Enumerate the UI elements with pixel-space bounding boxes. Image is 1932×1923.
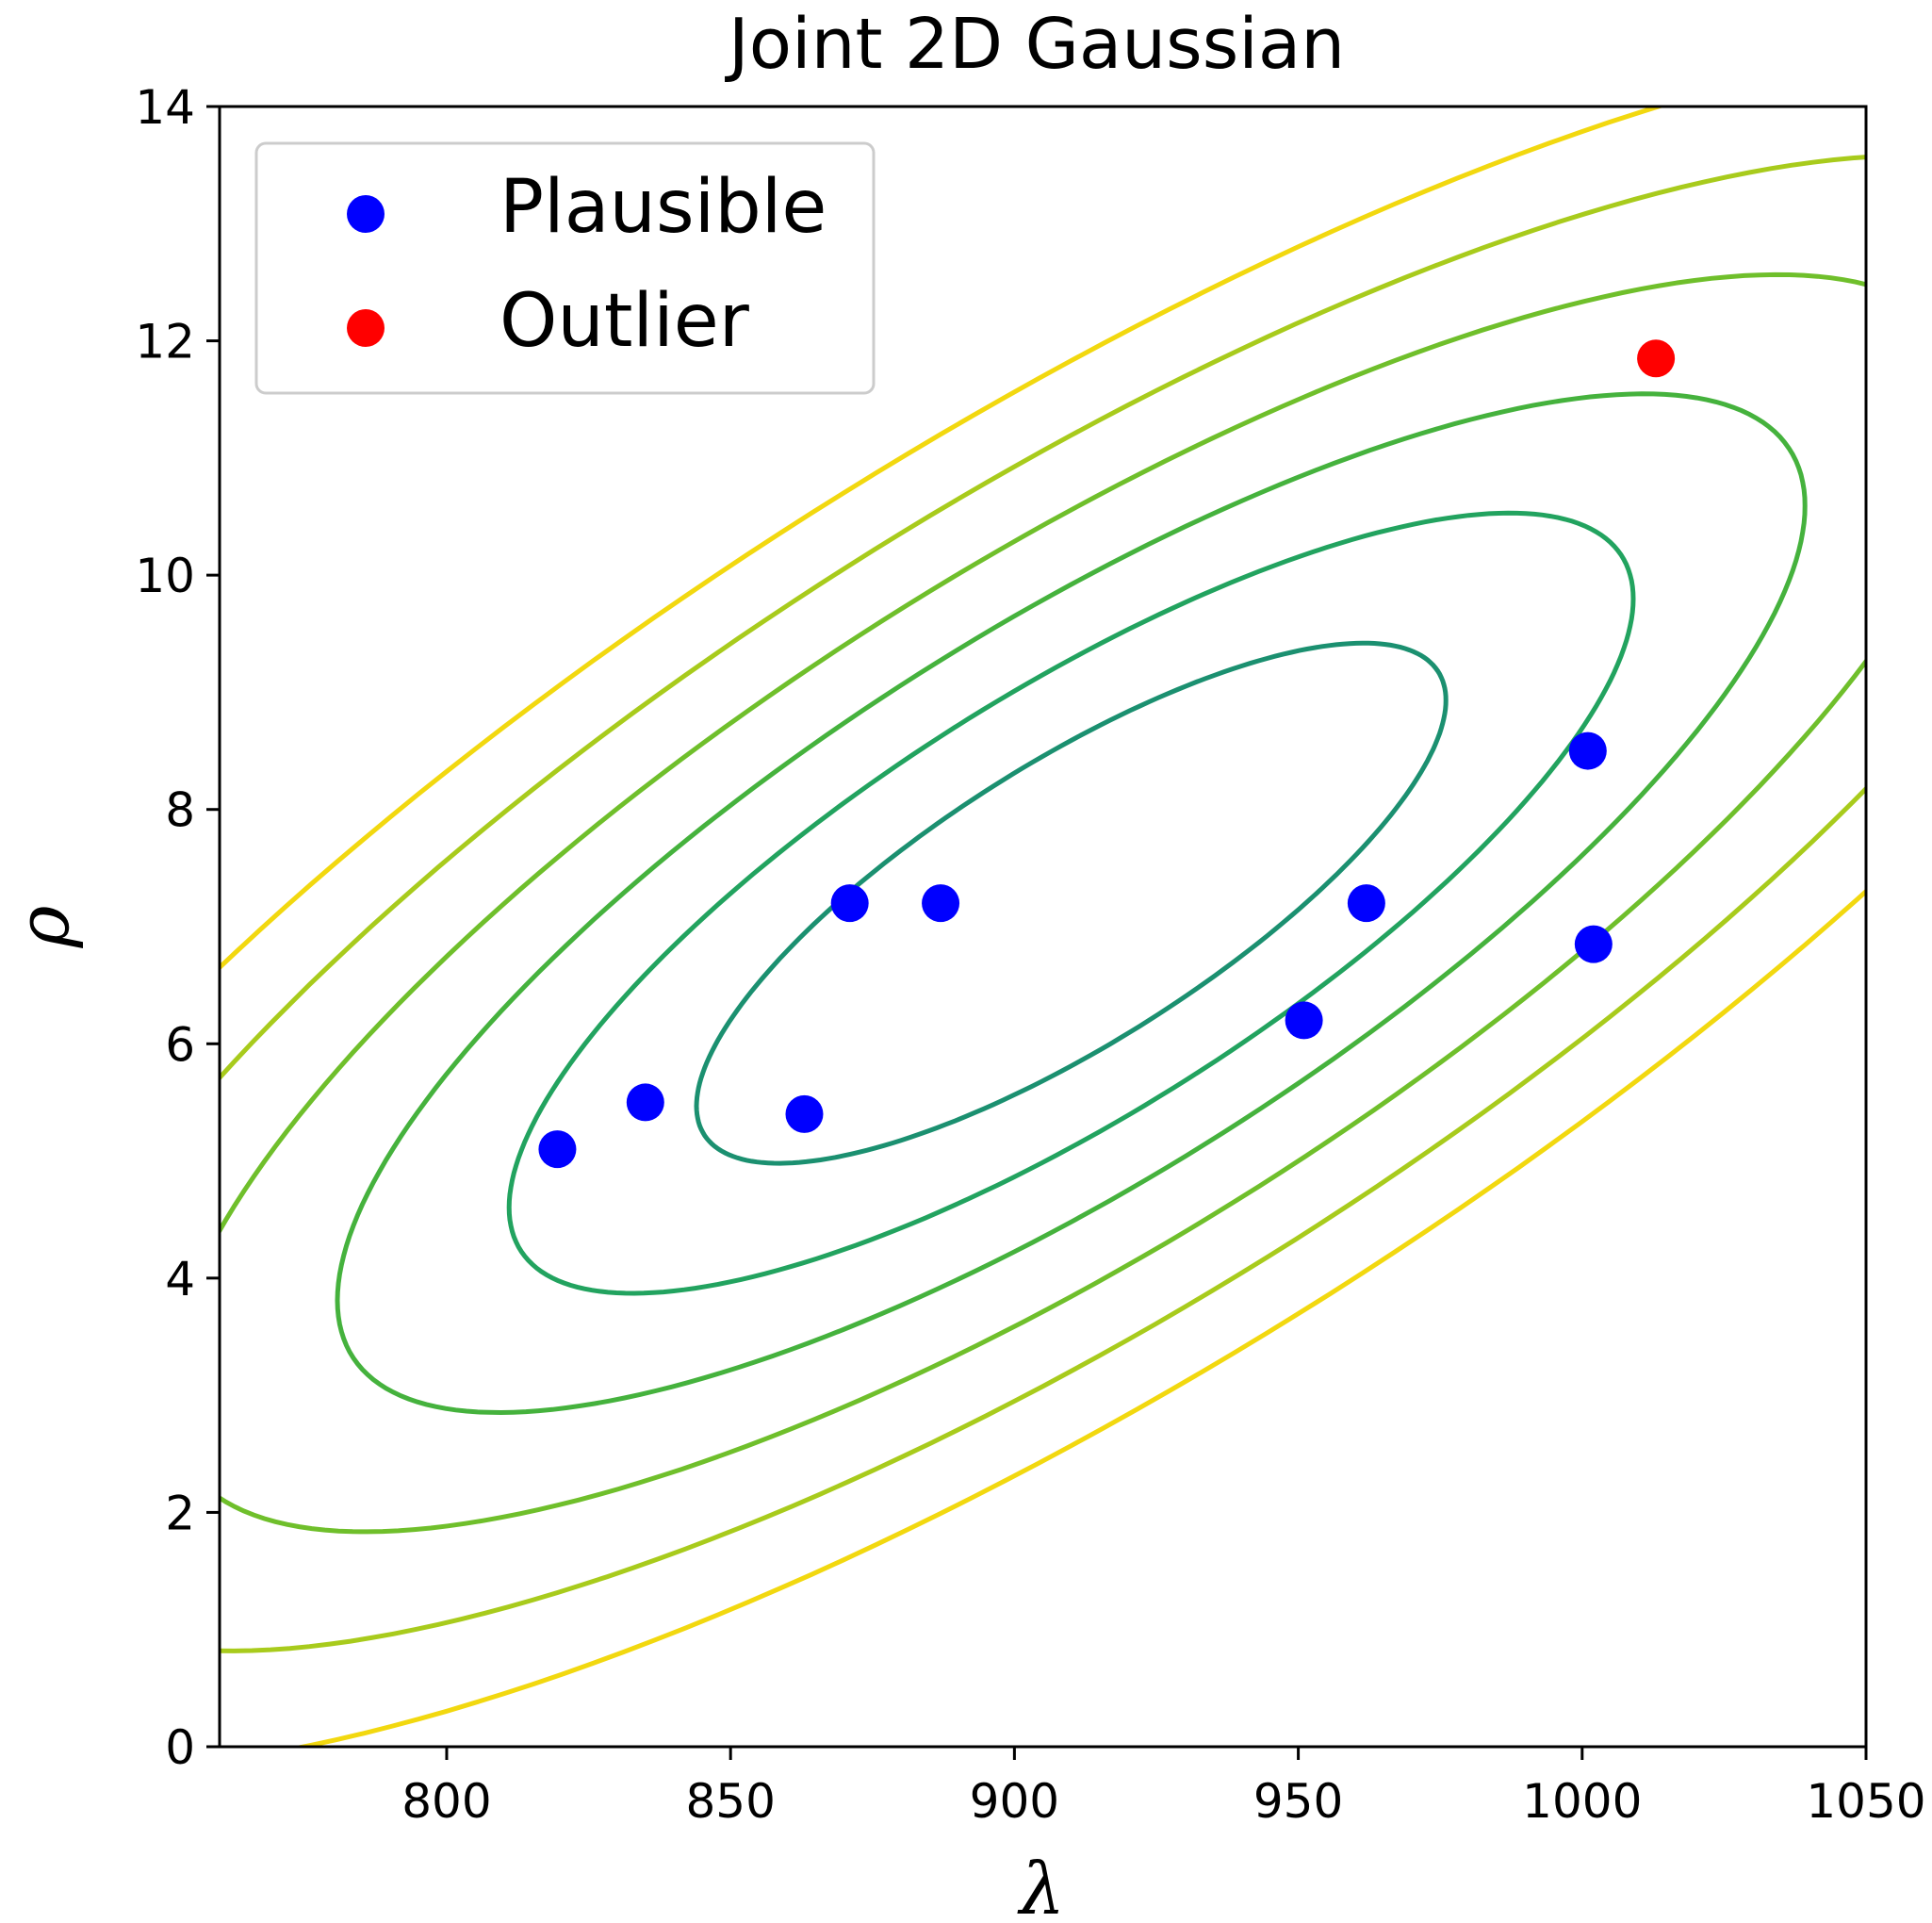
y-tick-label: 4 [165,1252,195,1307]
data-point-plausible [626,1083,664,1122]
x-axis-ticks: 800 850 900 950 1000 1050 [401,1747,1926,1829]
data-point-plausible [1568,731,1607,770]
y-tick-label: 0 [165,1720,195,1775]
y-tick-label: 14 [135,80,195,135]
data-point-plausible [1285,1001,1323,1040]
x-tick-label: 1050 [1806,1774,1925,1829]
contour-line-2 [335,391,1808,1416]
chart-title: Joint 2D Gaussian [725,4,1345,85]
y-tick-label: 8 [165,783,195,838]
x-axis-label: λ [1017,1847,1065,1923]
contour-line-5 [220,107,1866,1747]
y-axis-label: ρ [1,905,85,948]
data-point-plausible [538,1130,577,1169]
legend-label-outlier: Outlier [499,279,750,364]
data-point-plausible [785,1094,824,1133]
y-tick-label: 6 [165,1017,195,1072]
data-point-plausible [1574,925,1613,963]
x-tick-label: 850 [685,1774,775,1829]
scatter-points [538,339,1676,1169]
contour-line-0 [694,640,1449,1166]
legend-box [254,141,876,395]
data-point-outlier [1637,339,1676,378]
x-tick-label: 950 [1253,1774,1343,1829]
contour-line-3 [220,271,1866,1535]
contour-group [220,107,1866,1747]
y-tick-label: 10 [135,549,195,603]
data-point-plausible [1347,884,1385,923]
legend-label-plausible: Plausible [499,165,827,250]
legend-marker-outlier [347,309,385,347]
legend: Plausible Outlier [254,141,876,395]
y-tick-label: 12 [135,315,195,370]
x-tick-label: 800 [401,1774,491,1829]
contour-line-4 [220,155,1866,1653]
x-tick-label: 1000 [1522,1774,1642,1829]
y-tick-label: 2 [165,1486,195,1540]
legend-marker-plausible [347,195,385,233]
data-point-plausible [922,884,960,923]
plot-frame [218,105,1868,1749]
x-tick-label: 900 [970,1774,1059,1829]
contour-line-1 [506,510,1636,1296]
y-axis-ticks: 0 2 4 6 8 10 12 14 [135,80,220,1775]
data-point-plausible [830,884,869,923]
